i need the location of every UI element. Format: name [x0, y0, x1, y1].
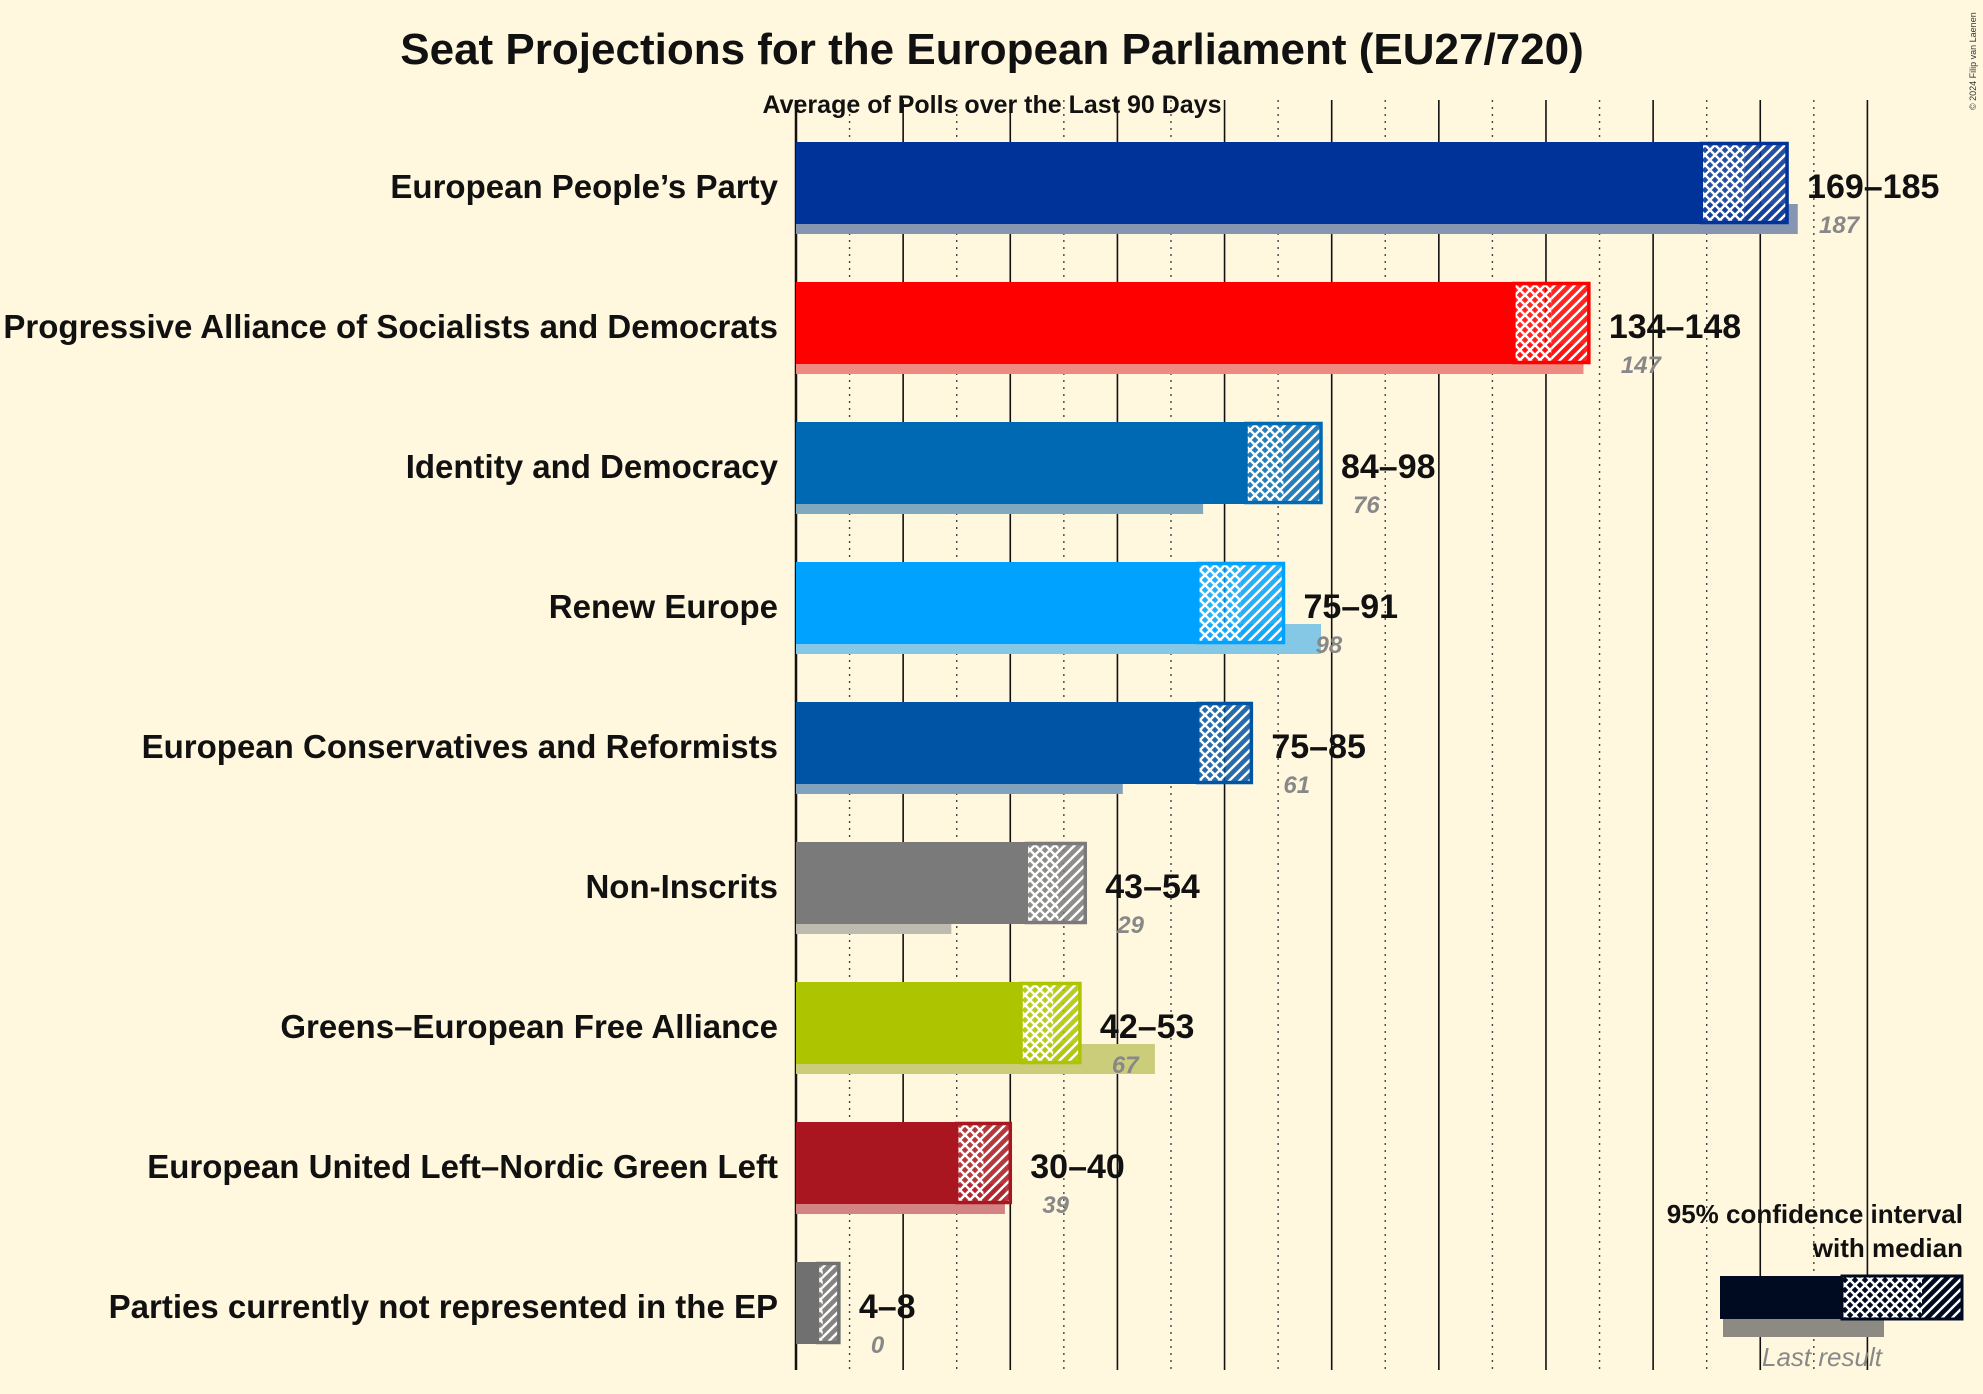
bars-group: European People’s Party 169–185 187 Progres… — [3, 141, 1939, 1359]
bar-solid — [796, 842, 1027, 924]
bar-ci-lower-hatch — [956, 1122, 984, 1204]
party-label: Progressive Alliance of Socialists and D… — [3, 308, 778, 345]
legend-crosshatch-pattern — [1842, 1276, 1922, 1319]
bar-ci-upper-hatch — [1283, 422, 1321, 504]
party-label: European People’s Party — [390, 168, 778, 205]
party-row: Greens–European Free Alliance 42–53 67 — [280, 981, 1195, 1079]
bar-ci-outline — [1019, 981, 1082, 1065]
party-row: Parties currently not represented in the… — [109, 1261, 916, 1359]
last-result-label: 187 — [1819, 212, 1861, 239]
bar-ci-upper-hatch — [1224, 702, 1252, 784]
last-result-label: 61 — [1283, 772, 1310, 799]
legend-outline — [1840, 1274, 1964, 1321]
chart-subtitle: Average of Polls over the Last 90 Days — [763, 91, 1222, 119]
legend: 95% confidence interval with median Last… — [1667, 1199, 1964, 1372]
bar-ci-lower-hatch — [1245, 422, 1284, 504]
bar-ci-lower-hatch — [1701, 142, 1745, 224]
legend-title-line2: with median — [1812, 1233, 1963, 1263]
party-label: Identity and Democracy — [406, 448, 779, 485]
range-label: 43–54 — [1105, 868, 1200, 906]
party-label: Greens–European Free Alliance — [280, 1008, 778, 1045]
bar-ci-upper-hatch — [1551, 282, 1589, 364]
range-label: 42–53 — [1100, 1008, 1195, 1046]
range-label: 75–85 — [1271, 728, 1366, 766]
last-result-label: 39 — [1042, 1192, 1069, 1219]
party-label: European Conservatives and Reformists — [142, 728, 778, 765]
bar-ci-outline — [1024, 841, 1088, 925]
bar-ci-upper-hatch — [983, 1122, 1011, 1204]
range-label: 4–8 — [859, 1288, 916, 1326]
bar-ci-outline — [1196, 561, 1286, 645]
last-result-label: 67 — [1112, 1052, 1140, 1079]
party-label: Non-Inscrits — [585, 868, 778, 905]
bar-solid — [796, 142, 1702, 224]
range-label: 75–91 — [1303, 588, 1398, 626]
party-row: European People’s Party 169–185 187 — [390, 141, 1939, 239]
legend-solid-swatch — [1720, 1276, 1842, 1319]
chart-title: Seat Projections for the European Parlia… — [400, 25, 1583, 74]
bar-ci-upper-hatch — [1053, 982, 1080, 1064]
party-row: European United Left–Nordic Green Left 30… — [147, 1121, 1125, 1219]
party-row: Progressive Alliance of Socialists and D… — [3, 281, 1741, 379]
party-row: European Conservatives and Reformists 75–… — [142, 701, 1366, 799]
bar-solid — [796, 282, 1514, 364]
last-result-label: 147 — [1621, 352, 1663, 379]
bar-ci-outline — [815, 1261, 841, 1345]
bar-solid — [796, 1262, 818, 1344]
bar-ci-lower-hatch — [1020, 982, 1054, 1064]
bar-ci-lower-hatch — [817, 1262, 823, 1344]
legend-title-line1: 95% confidence interval — [1667, 1199, 1963, 1229]
bar-ci-outline — [954, 1121, 1013, 1205]
legend-diagonal-pattern — [1922, 1276, 1962, 1319]
bar-solid — [796, 1122, 957, 1204]
bar-ci-outline — [1196, 701, 1254, 785]
last-result-label: 29 — [1116, 912, 1144, 939]
bar-ci-lower-hatch — [1026, 842, 1059, 924]
party-label: European United Left–Nordic Green Left — [147, 1148, 778, 1185]
party-label: Renew Europe — [549, 588, 778, 625]
bar-solid — [796, 422, 1246, 504]
bar-ci-lower-hatch — [1197, 702, 1225, 784]
legend-last-result-label: Last result — [1762, 1342, 1884, 1372]
last-result-label: 98 — [1315, 632, 1342, 659]
bar-ci-lower-hatch — [1513, 282, 1552, 364]
bar-ci-upper-hatch — [1058, 842, 1086, 924]
party-row: Identity and Democracy 84–98 76 — [406, 421, 1436, 519]
bar-ci-upper-hatch — [1744, 142, 1788, 224]
bar-ci-lower-hatch — [1197, 562, 1241, 644]
party-row: Non-Inscrits 43–54 29 — [585, 841, 1200, 939]
range-label: 30–40 — [1030, 1148, 1125, 1186]
bar-ci-outline — [1699, 141, 1789, 225]
last-result-label: 0 — [871, 1332, 885, 1359]
bar-ci-upper-hatch — [822, 1262, 839, 1344]
range-label: 134–148 — [1609, 308, 1741, 346]
bar-solid — [796, 982, 1021, 1064]
bar-ci-outline — [1244, 421, 1323, 505]
copyright-note: © 2024 Filip van Laenen — [1968, 12, 1978, 110]
bar-solid — [796, 562, 1198, 644]
bar-solid — [796, 702, 1198, 784]
last-result-label: 76 — [1353, 492, 1380, 519]
bar-ci-outline — [1512, 281, 1591, 365]
party-row: Renew Europe 75–91 98 — [549, 561, 1398, 659]
bar-ci-upper-hatch — [1240, 562, 1284, 644]
range-label: 169–185 — [1807, 168, 1939, 206]
range-label: 84–98 — [1341, 448, 1436, 486]
party-label: Parties currently not represented in the… — [109, 1288, 778, 1325]
